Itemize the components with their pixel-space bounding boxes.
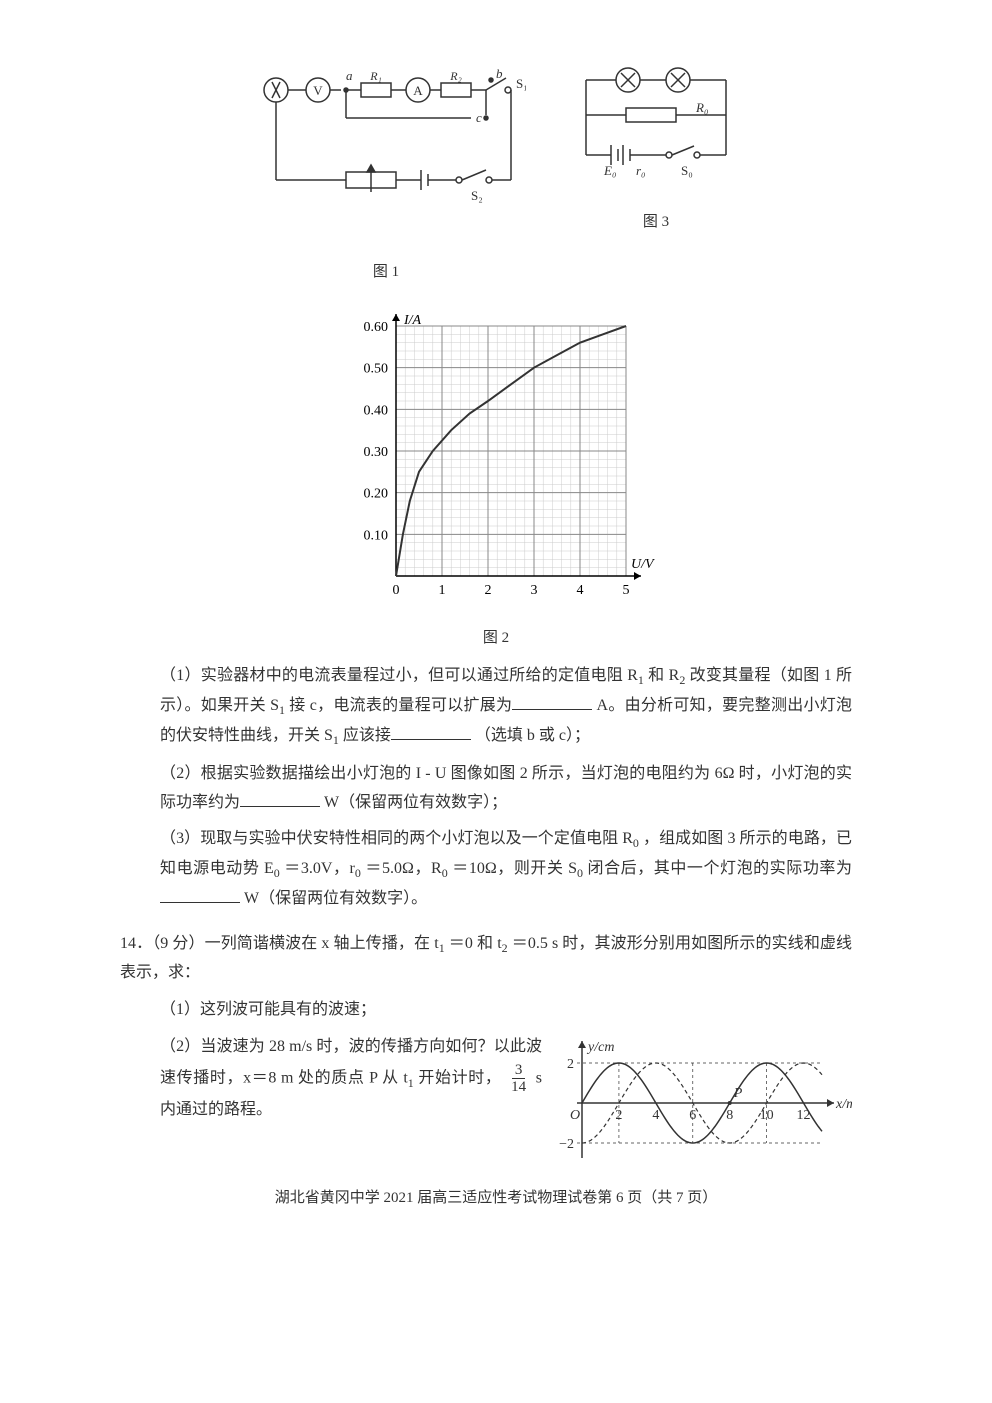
svg-text:A: A: [413, 83, 423, 98]
svg-text:y/cm: y/cm: [586, 1040, 614, 1055]
blank-2: [391, 724, 471, 740]
frac-num: 3: [512, 1062, 526, 1080]
q14-head-b: ＝0 和 t: [449, 935, 502, 952]
sub-2: 2: [679, 674, 685, 688]
svg-text:0.60: 0.60: [364, 320, 389, 335]
sub-0d: 0: [442, 866, 448, 880]
figure-3-label: 图 3: [566, 209, 746, 236]
svg-text:1: 1: [439, 583, 446, 598]
svg-text:0.30: 0.30: [364, 445, 389, 460]
svg-text:0.40: 0.40: [364, 403, 389, 418]
q3-text-d: ＝5.0Ω，R: [365, 860, 441, 877]
svg-text:S₀: S₀: [681, 163, 693, 178]
svg-text:S₂: S₂: [471, 188, 483, 203]
frac-den: 14: [508, 1079, 529, 1096]
svg-text:x/m: x/m: [835, 1097, 852, 1112]
wave-figure: 246810122−2Ox/my/cmP: [552, 1033, 852, 1184]
svg-text:0.50: 0.50: [364, 361, 389, 376]
circuit-1-figure: V a R₁ A R₂ b: [246, 60, 526, 286]
sub-2b: 2: [502, 941, 508, 955]
iu-chart-figure: 0 1 2 3 4 5 0.10 0.20 0.30 0.40 0.50 0.60 U/V I/A 图 2: [336, 306, 656, 652]
svg-text:O: O: [570, 1108, 580, 1123]
sub-1c: 1: [333, 733, 339, 747]
svg-text:P: P: [733, 1086, 743, 1101]
sub-0e: 0: [577, 866, 583, 880]
iu-chart-svg: 0 1 2 3 4 5 0.10 0.20 0.30 0.40 0.50 0.60 U/V I/A: [336, 306, 656, 606]
wave-chart-svg: 246810122−2Ox/my/cmP: [552, 1033, 852, 1173]
circuit-1-svg: V a R₁ A R₂ b: [246, 60, 526, 240]
question-2-text: （2）根据实验数据描绘出小灯泡的 I - U 图像如图 2 所示，当灯泡的电阻约…: [160, 760, 852, 818]
svg-text:8: 8: [726, 1108, 733, 1123]
svg-text:6: 6: [689, 1108, 696, 1123]
svg-text:0.20: 0.20: [364, 486, 389, 501]
svg-text:2: 2: [567, 1057, 574, 1072]
q1-text-d: 接 c，电流表的量程可以扩展为: [289, 697, 512, 714]
figure-2-label: 图 2: [336, 625, 656, 652]
svg-text:2: 2: [615, 1108, 622, 1123]
svg-text:r₀: r₀: [636, 163, 646, 178]
svg-text:E₀: E₀: [603, 163, 616, 178]
svg-text:R₁: R₁: [369, 69, 382, 83]
q14-2b: 开始计时，: [418, 1070, 501, 1087]
svg-text:3: 3: [531, 583, 538, 598]
svg-text:0.10: 0.10: [364, 528, 389, 543]
q2-text-b: W（保留两位有效数字）；: [324, 794, 507, 811]
svg-text:R₀: R₀: [695, 100, 708, 115]
svg-text:I/A: I/A: [403, 313, 422, 328]
question-14-head: 14．（9 分）一列简谐横波在 x 轴上传播，在 t1 ＝0 和 t2 ＝0.5…: [120, 930, 852, 989]
fraction-3-14: 3 14: [508, 1062, 529, 1096]
svg-text:S₁: S₁: [516, 76, 526, 91]
blank-4: [160, 887, 240, 903]
q3-text-f: 闭合后，其中一个灯泡的实际功率为: [588, 860, 852, 877]
sub-1d: 1: [439, 941, 445, 955]
q3-text-e: ＝10Ω，则开关 S: [452, 860, 577, 877]
svg-text:5: 5: [623, 583, 630, 598]
question-3-text: （3）现取与实验中伏安特性相同的两个小灯泡以及一个定值电阻 R0 ，组成如图 3…: [160, 825, 852, 913]
sub-0a: 0: [633, 837, 639, 851]
svg-text:U/V: U/V: [631, 557, 655, 572]
q3-text-g: W（保留两位有效数字）。: [244, 890, 427, 907]
blank-3: [240, 791, 320, 807]
svg-text:4: 4: [652, 1108, 659, 1123]
svg-text:a: a: [346, 68, 353, 83]
circuit-3-svg: R₀ E₀ r₀ S₀: [566, 60, 746, 190]
svg-text:−2: −2: [559, 1137, 574, 1152]
page-footer: 湖北省黄冈中学 2021 届高三适应性考试物理试卷第 6 页（共 7 页）: [0, 1185, 992, 1212]
circuit-3-figure: R₀ E₀ r₀ S₀: [566, 60, 746, 236]
svg-text:4: 4: [577, 583, 584, 598]
q1-text-b: 和 R: [648, 667, 679, 684]
q1-text-e: 应该接: [343, 727, 391, 744]
blank-1: [512, 694, 592, 710]
sub-1: 1: [638, 674, 644, 688]
q3-text-a: （3）现取与实验中伏安特性相同的两个小灯泡以及一个定值电阻 R: [160, 830, 633, 847]
q1-text-a: （1）实验器材中的电流表量程过小，但可以通过所给的定值电阻 R: [160, 667, 638, 684]
svg-text:2: 2: [485, 583, 492, 598]
sub-1b: 1: [279, 703, 285, 717]
svg-text:b: b: [496, 66, 503, 81]
q1-text-f: （选填 b 或 c）；: [475, 727, 590, 744]
q3-text-c: ＝3.0V，r: [284, 860, 355, 877]
svg-text:V: V: [313, 83, 323, 98]
sub-0c: 0: [355, 866, 361, 880]
figure-1-label: 图 1: [246, 259, 526, 286]
sub-1e: 1: [408, 1076, 414, 1090]
svg-text:c: c: [476, 110, 482, 125]
sub-0b: 0: [274, 866, 280, 880]
question-14-1: （1）这列波可能具有的波速；: [160, 996, 852, 1025]
svg-text:0: 0: [393, 583, 400, 598]
question-1-text: （1）实验器材中的电流表量程过小，但可以通过所给的定值电阻 R1 和 R2 改变…: [160, 662, 852, 751]
q14-head-a: 14．（9 分）一列简谐横波在 x 轴上传播，在 t: [120, 935, 439, 952]
svg-text:R₂: R₂: [449, 69, 462, 83]
